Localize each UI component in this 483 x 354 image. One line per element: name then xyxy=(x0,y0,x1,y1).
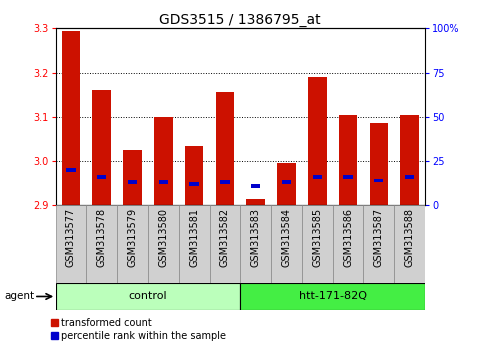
Text: GSM313578: GSM313578 xyxy=(97,208,107,267)
Bar xyxy=(159,180,168,184)
Bar xyxy=(154,117,172,205)
Text: GSM313583: GSM313583 xyxy=(251,208,261,267)
Text: htt-171-82Q: htt-171-82Q xyxy=(298,291,367,302)
Text: GSM313581: GSM313581 xyxy=(189,208,199,267)
Bar xyxy=(128,180,137,184)
Bar xyxy=(123,150,142,205)
Text: GSM313579: GSM313579 xyxy=(128,208,138,267)
Bar xyxy=(148,205,179,283)
Bar xyxy=(246,199,265,205)
Bar xyxy=(308,77,327,205)
Bar xyxy=(240,283,425,310)
Bar xyxy=(56,283,241,310)
Bar xyxy=(92,90,111,205)
Bar xyxy=(220,180,229,184)
Bar xyxy=(56,205,86,283)
Text: agent: agent xyxy=(5,291,35,302)
Bar xyxy=(210,205,240,283)
Bar xyxy=(313,175,322,179)
Text: GSM313586: GSM313586 xyxy=(343,208,353,267)
Bar xyxy=(66,168,75,172)
Text: GSM313587: GSM313587 xyxy=(374,208,384,267)
Text: GSM313585: GSM313585 xyxy=(313,208,322,267)
Bar xyxy=(369,124,388,205)
Legend: transformed count, percentile rank within the sample: transformed count, percentile rank withi… xyxy=(51,318,227,341)
Bar xyxy=(271,205,302,283)
Text: GSM313577: GSM313577 xyxy=(66,208,76,267)
Bar xyxy=(277,163,296,205)
Bar xyxy=(333,205,364,283)
Bar xyxy=(343,175,353,179)
Bar xyxy=(302,205,333,283)
Bar xyxy=(189,182,199,186)
Bar xyxy=(251,184,260,188)
Bar xyxy=(97,175,106,179)
Text: GSM313588: GSM313588 xyxy=(405,208,414,267)
Bar xyxy=(374,178,384,182)
Bar xyxy=(185,145,203,205)
Bar xyxy=(86,205,117,283)
Title: GDS3515 / 1386795_at: GDS3515 / 1386795_at xyxy=(159,13,321,27)
Bar xyxy=(117,205,148,283)
Bar xyxy=(215,92,234,205)
Bar xyxy=(394,205,425,283)
Bar xyxy=(400,115,419,205)
Bar xyxy=(282,180,291,184)
Bar xyxy=(240,205,271,283)
Bar xyxy=(364,205,394,283)
Text: GSM313580: GSM313580 xyxy=(158,208,168,267)
Text: GSM313584: GSM313584 xyxy=(282,208,291,267)
Bar xyxy=(405,175,414,179)
Bar xyxy=(62,30,80,205)
Text: control: control xyxy=(128,291,167,302)
Bar xyxy=(339,115,357,205)
Text: GSM313582: GSM313582 xyxy=(220,208,230,267)
Bar xyxy=(179,205,210,283)
